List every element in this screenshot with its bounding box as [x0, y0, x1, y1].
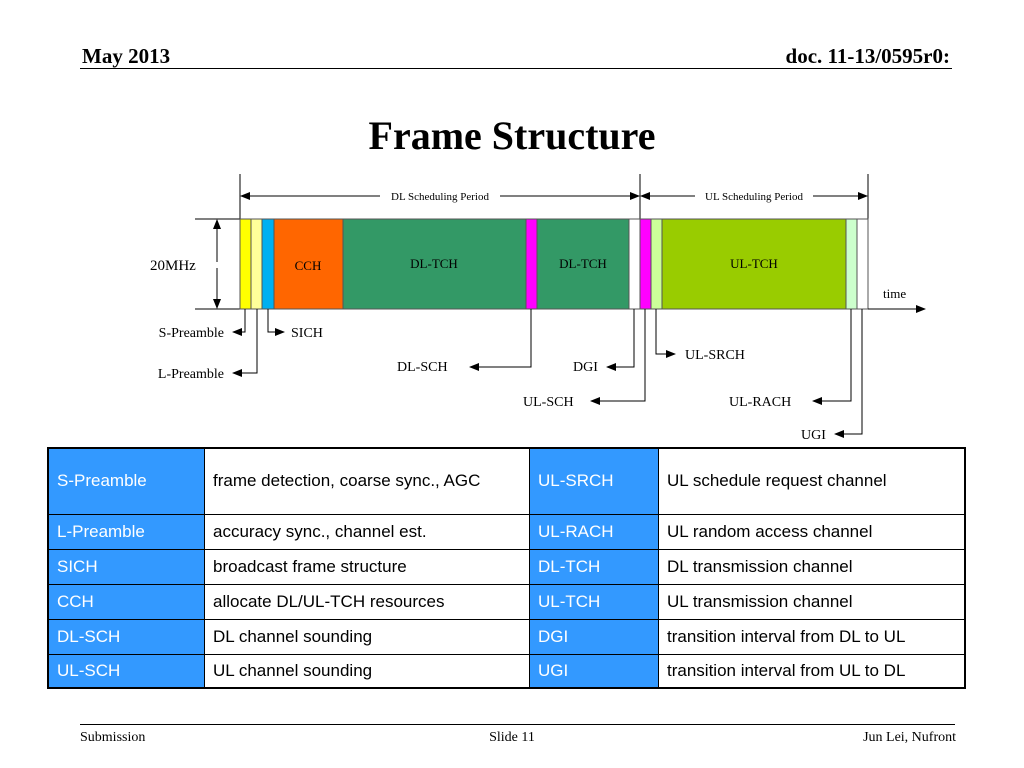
- slide-title: Frame Structure: [368, 113, 656, 158]
- table-cell-description: DL transmission channel: [658, 548, 966, 585]
- table-cell-description: transition interval from DL to UL: [658, 618, 966, 655]
- ul-rach-block: [845, 218, 858, 310]
- footer-slide-number: Slide 11: [489, 730, 535, 745]
- header-date: May 2013: [82, 44, 171, 68]
- ul-tch-block: [661, 218, 847, 310]
- table-cell-key: UL-SCH: [47, 653, 205, 689]
- ugi-block: [856, 218, 869, 310]
- table-cell-key: SICH: [47, 548, 205, 585]
- table-cell-description: UL random access channel: [658, 513, 966, 550]
- footer-submission: Submission: [80, 730, 146, 745]
- footer-rule: [80, 724, 955, 725]
- table-cell-key: DL-SCH: [47, 618, 205, 655]
- table-row: S-Preamble frame detection, coarse sync.,…: [47, 447, 966, 515]
- dl-sch-callout: DL-SCH: [397, 360, 448, 375]
- s-preamble-callout: S-Preamble: [159, 326, 224, 341]
- table-cell-key: UL-TCH: [529, 583, 659, 620]
- table-row: L-Preamble accuracy sync., channel est. UL…: [47, 513, 966, 550]
- dl-tch-label-1: DL-TCH: [410, 256, 458, 271]
- table-cell-key: CCH: [47, 583, 205, 620]
- time-label: time: [883, 286, 906, 301]
- table-row: UL-SCH UL channel sounding UGI transition i…: [47, 653, 966, 689]
- channel-legend-table: S-Preamble frame detection, coarse sync.,…: [47, 447, 966, 689]
- ul-srch-block: [650, 218, 663, 310]
- table-cell-key: UGI: [529, 653, 659, 689]
- table-cell-key: S-Preamble: [47, 447, 205, 515]
- callout-leaders: [232, 309, 863, 438]
- ul-period-label: UL Scheduling Period: [705, 191, 803, 203]
- l-preamble-callout: L-Preamble: [158, 367, 224, 382]
- table-cell-description: UL transmission channel: [658, 583, 966, 620]
- table-cell-key: DGI: [529, 618, 659, 655]
- frame-structure-diagram: DL Scheduling Period UL Scheduling Perio…: [150, 174, 926, 443]
- s-preamble-block: [239, 218, 252, 310]
- table-cell-description: UL schedule request channel: [658, 447, 966, 515]
- table-cell-description: frame detection, coarse sync., AGC: [204, 447, 530, 515]
- header-rule: [80, 68, 952, 69]
- cch-label: CCH: [295, 258, 322, 273]
- bandwidth-guides: [195, 218, 240, 310]
- dl-tch-block-1: [342, 218, 527, 310]
- ul-tch-label: UL-TCH: [730, 256, 778, 271]
- table-cell-key: L-Preamble: [47, 513, 205, 550]
- table-cell-description: broadcast frame structure: [204, 548, 530, 585]
- dl-tch-block-2: [536, 218, 630, 310]
- header-doc-id: doc. 11-13/0595r0:: [785, 44, 950, 68]
- ul-sch-block: [639, 218, 652, 310]
- ul-sch-callout: UL-SCH: [523, 395, 574, 410]
- l-preamble-block: [250, 218, 263, 310]
- table-row: CCH allocate DL/UL-TCH resources UL-TCH UL …: [47, 583, 966, 620]
- table-cell-description: UL channel sounding: [204, 653, 530, 689]
- table-row: DL-SCH DL channel sounding DGI transition i…: [47, 618, 966, 655]
- dgi-block: [628, 218, 641, 310]
- dl-sch-block: [525, 218, 538, 310]
- dl-period-label: DL Scheduling Period: [391, 191, 489, 203]
- dgi-callout: DGI: [573, 360, 598, 375]
- table-cell-key: UL-SRCH: [529, 447, 659, 515]
- table-cell-description: DL channel sounding: [204, 618, 530, 655]
- ul-rach-callout: UL-RACH: [729, 395, 791, 410]
- sich-callout: SICH: [291, 326, 323, 341]
- sich-block: [261, 218, 275, 310]
- dl-tch-label-2: DL-TCH: [559, 256, 607, 271]
- table-cell-key: DL-TCH: [529, 548, 659, 585]
- footer-author: Jun Lei, Nufront: [863, 730, 956, 745]
- table-cell-description: accuracy sync., channel est.: [204, 513, 530, 550]
- table-row: SICH broadcast frame structure DL-TCH DL tr…: [47, 548, 966, 585]
- table-cell-description: allocate DL/UL-TCH resources: [204, 583, 530, 620]
- ugi-callout: UGI: [801, 428, 826, 443]
- table-cell-description: transition interval from UL to DL: [658, 653, 966, 689]
- table-cell-key: UL-RACH: [529, 513, 659, 550]
- cch-block: [273, 218, 344, 310]
- bandwidth-label: 20MHz: [150, 258, 196, 274]
- ul-srch-callout: UL-SRCH: [685, 348, 745, 363]
